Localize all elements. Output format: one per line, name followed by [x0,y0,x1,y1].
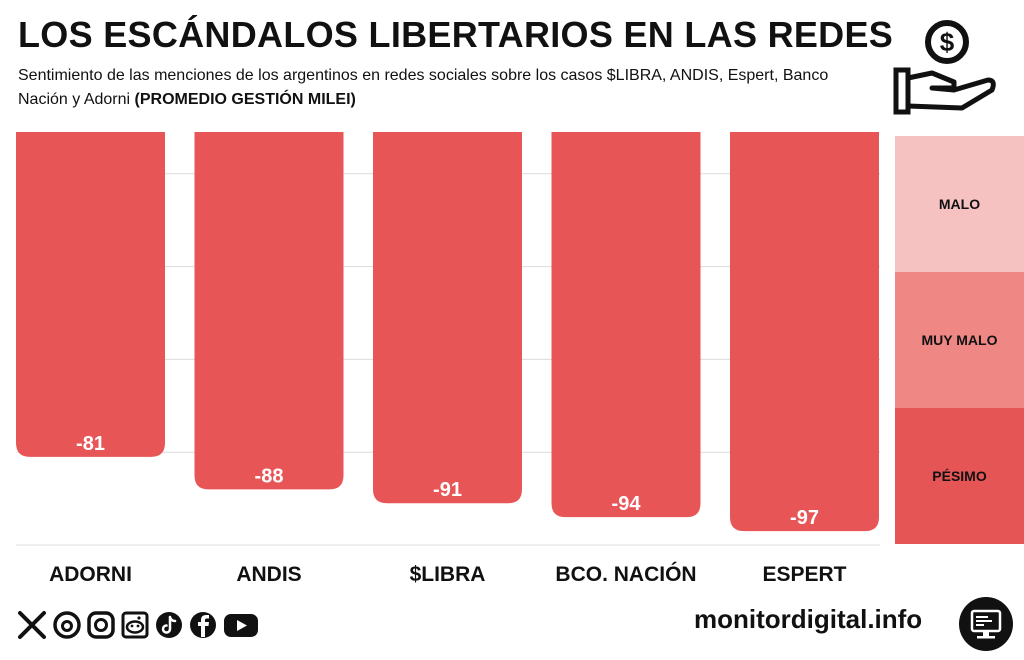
hand-dollar-coin-icon: $ [893,20,996,115]
category-label: $LIBRA [410,563,486,586]
subtitle-bold: (PROMEDIO GESTIÓN MILEI) [134,91,356,108]
bar-andis [194,132,344,490]
site-url[interactable]: monitordigital.info [694,604,923,634]
band-label: PÉSIMO [932,468,987,484]
band-label: MALO [939,196,980,212]
bar-value-label: -91 [433,479,462,501]
bar-value-label: -88 [255,465,284,487]
youtube-icon[interactable] [222,609,260,641]
bar-adorni [16,132,165,457]
bar-espert [730,132,879,532]
bar-value-label: -94 [612,493,642,515]
chart-subtitle: Sentimiento de las menciones de los arge… [18,64,878,112]
category-label: ESPERT [762,563,846,586]
category-label: ANDIS [236,563,301,586]
bar-value-label: -81 [76,433,105,455]
facebook-icon[interactable] [188,609,218,641]
band-label: MUY MALO [922,332,998,348]
category-label: BCO. NACIÓN [555,562,696,586]
tiktok-icon[interactable] [154,609,184,641]
bar-bco-naci-n [551,132,701,518]
monitor-icon [959,597,1013,651]
bar--libra [373,132,522,504]
subtitle-text: Sentimiento de las menciones de los arge… [18,67,829,108]
band-1 [895,272,1024,408]
reddit-icon[interactable] [120,609,150,641]
category-label: ADORNI [49,563,132,586]
threads-icon[interactable] [52,609,82,641]
social-icons [16,605,260,645]
instagram-icon[interactable] [86,609,116,641]
svg-text:$: $ [940,27,955,57]
bar-value-label: -97 [790,507,819,529]
x-icon[interactable] [16,609,48,641]
bar-chart: -81 ADORNI -88 ANDIS -91 $LIBRA -94 BCO. NACIÓN… [16,132,1024,586]
band-0 [895,136,1024,272]
band-2 [895,408,1024,544]
chart-title: LOS ESCÁNDALOS LIBERTARIOS EN LAS REDES [18,14,894,55]
